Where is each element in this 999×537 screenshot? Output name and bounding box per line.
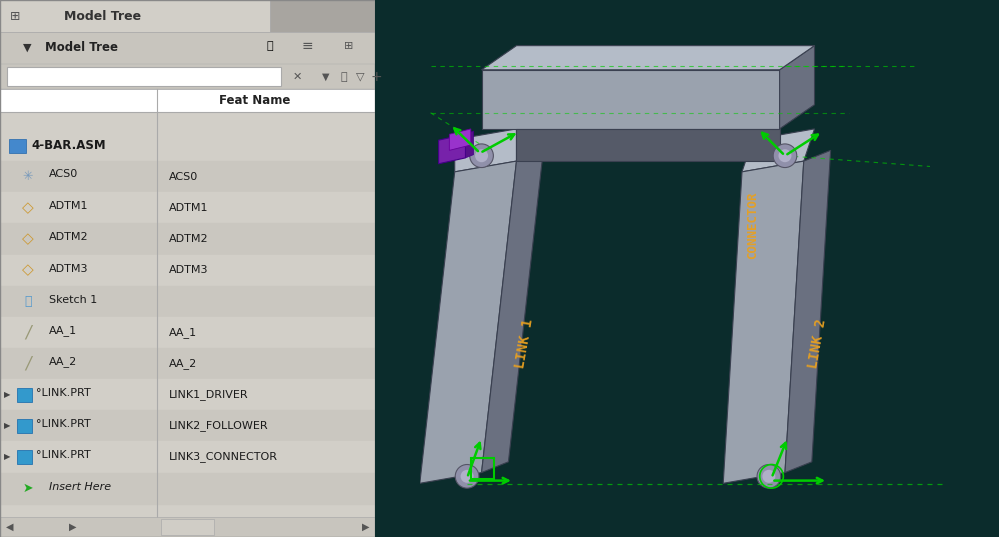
Text: ◇: ◇ bbox=[22, 231, 34, 246]
Text: ADTM3: ADTM3 bbox=[169, 265, 208, 275]
Text: ▶: ▶ bbox=[69, 522, 77, 532]
Polygon shape bbox=[482, 70, 779, 129]
Bar bbox=[0, 223, 375, 255]
Text: LINK 2: LINK 2 bbox=[806, 318, 828, 369]
Bar bbox=[0, 473, 375, 504]
Bar bbox=[8, 67, 281, 86]
Text: Insert Here: Insert Here bbox=[49, 482, 111, 491]
Text: CONNECTOR: CONNECTOR bbox=[746, 192, 759, 259]
Text: ▼: ▼ bbox=[22, 43, 31, 53]
Polygon shape bbox=[779, 46, 814, 129]
Text: ACS0: ACS0 bbox=[169, 172, 198, 182]
Circle shape bbox=[773, 144, 797, 168]
Bar bbox=[0, 348, 375, 379]
Circle shape bbox=[762, 470, 775, 483]
Text: ADTM1: ADTM1 bbox=[49, 201, 88, 211]
Text: LINK3_CONNECTOR: LINK3_CONNECTOR bbox=[169, 452, 278, 462]
Text: LINK1_DRIVER: LINK1_DRIVER bbox=[169, 389, 248, 400]
Text: ▽: ▽ bbox=[356, 72, 365, 82]
Polygon shape bbox=[785, 150, 830, 473]
Text: Model Tree: Model Tree bbox=[45, 41, 118, 54]
Circle shape bbox=[461, 470, 474, 483]
Text: /: / bbox=[25, 354, 31, 373]
Text: AA_1: AA_1 bbox=[49, 325, 77, 336]
Bar bbox=[161, 519, 214, 535]
Text: AA_1: AA_1 bbox=[169, 327, 197, 338]
Polygon shape bbox=[482, 46, 814, 70]
Bar bbox=[0, 0, 270, 32]
Polygon shape bbox=[516, 129, 779, 161]
Text: 🔭: 🔭 bbox=[341, 72, 348, 82]
Bar bbox=[0, 161, 375, 192]
Polygon shape bbox=[482, 150, 543, 473]
Text: ◇: ◇ bbox=[22, 200, 34, 215]
Text: ADTM3: ADTM3 bbox=[49, 264, 88, 273]
Circle shape bbox=[470, 144, 494, 168]
Bar bbox=[270, 0, 375, 32]
Text: ✳: ✳ bbox=[23, 170, 33, 183]
Polygon shape bbox=[450, 129, 471, 150]
Polygon shape bbox=[439, 134, 466, 164]
Polygon shape bbox=[466, 131, 474, 158]
Text: ▶: ▶ bbox=[4, 390, 10, 399]
Text: °LINK.PRT: °LINK.PRT bbox=[36, 419, 90, 429]
Text: Model Tree: Model Tree bbox=[64, 10, 141, 23]
Polygon shape bbox=[455, 129, 516, 172]
Text: +: + bbox=[371, 70, 383, 84]
Text: Sketch 1: Sketch 1 bbox=[49, 295, 97, 304]
Polygon shape bbox=[723, 161, 804, 483]
Bar bbox=[9, 139, 26, 153]
Text: ADTM2: ADTM2 bbox=[49, 233, 88, 242]
Bar bbox=[0, 317, 375, 348]
Polygon shape bbox=[420, 161, 516, 483]
Bar bbox=[17, 419, 32, 433]
Bar bbox=[0, 410, 375, 441]
Text: °LINK.PRT: °LINK.PRT bbox=[36, 388, 90, 398]
Text: 4-BAR.ASM: 4-BAR.ASM bbox=[32, 139, 107, 152]
Bar bbox=[0, 64, 375, 89]
Bar bbox=[0, 192, 375, 223]
Bar bbox=[0, 286, 375, 317]
Bar bbox=[0, 89, 375, 112]
Circle shape bbox=[456, 465, 479, 488]
Bar bbox=[0, 517, 375, 537]
Text: ➤: ➤ bbox=[23, 482, 33, 495]
Text: ≡: ≡ bbox=[302, 39, 313, 53]
Circle shape bbox=[757, 465, 780, 488]
Text: ▶: ▶ bbox=[4, 422, 10, 430]
Text: ▶: ▶ bbox=[4, 453, 10, 461]
Bar bbox=[17, 450, 32, 464]
Text: /: / bbox=[25, 323, 31, 342]
Bar bbox=[0, 130, 375, 161]
Text: ADTM1: ADTM1 bbox=[169, 203, 208, 213]
Circle shape bbox=[476, 149, 489, 162]
Text: AA_2: AA_2 bbox=[49, 357, 77, 367]
Text: ACS0: ACS0 bbox=[49, 169, 78, 179]
Polygon shape bbox=[742, 129, 814, 172]
Text: LINK2_FOLLOWER: LINK2_FOLLOWER bbox=[169, 420, 268, 431]
Text: ▶: ▶ bbox=[362, 522, 369, 532]
Text: °LINK.PRT: °LINK.PRT bbox=[36, 451, 90, 460]
Text: ⊞: ⊞ bbox=[344, 41, 353, 51]
Bar bbox=[0, 32, 375, 64]
Text: ⊞: ⊞ bbox=[10, 10, 20, 23]
Text: Feat Name: Feat Name bbox=[219, 94, 291, 107]
Text: ▼: ▼ bbox=[322, 72, 330, 82]
Text: ADTM2: ADTM2 bbox=[169, 234, 208, 244]
Text: ◇: ◇ bbox=[22, 263, 34, 278]
Text: ⌒: ⌒ bbox=[24, 295, 32, 308]
Bar bbox=[0, 441, 375, 473]
Text: AA_2: AA_2 bbox=[169, 358, 197, 369]
Bar bbox=[0, 379, 375, 410]
Bar bbox=[17, 388, 32, 402]
Bar bbox=[0, 255, 375, 286]
Circle shape bbox=[778, 149, 791, 162]
Text: ◀: ◀ bbox=[6, 522, 13, 532]
Text: ✕: ✕ bbox=[292, 72, 302, 82]
Text: 🔨: 🔨 bbox=[267, 41, 273, 51]
Text: LINK 1: LINK 1 bbox=[513, 318, 535, 369]
